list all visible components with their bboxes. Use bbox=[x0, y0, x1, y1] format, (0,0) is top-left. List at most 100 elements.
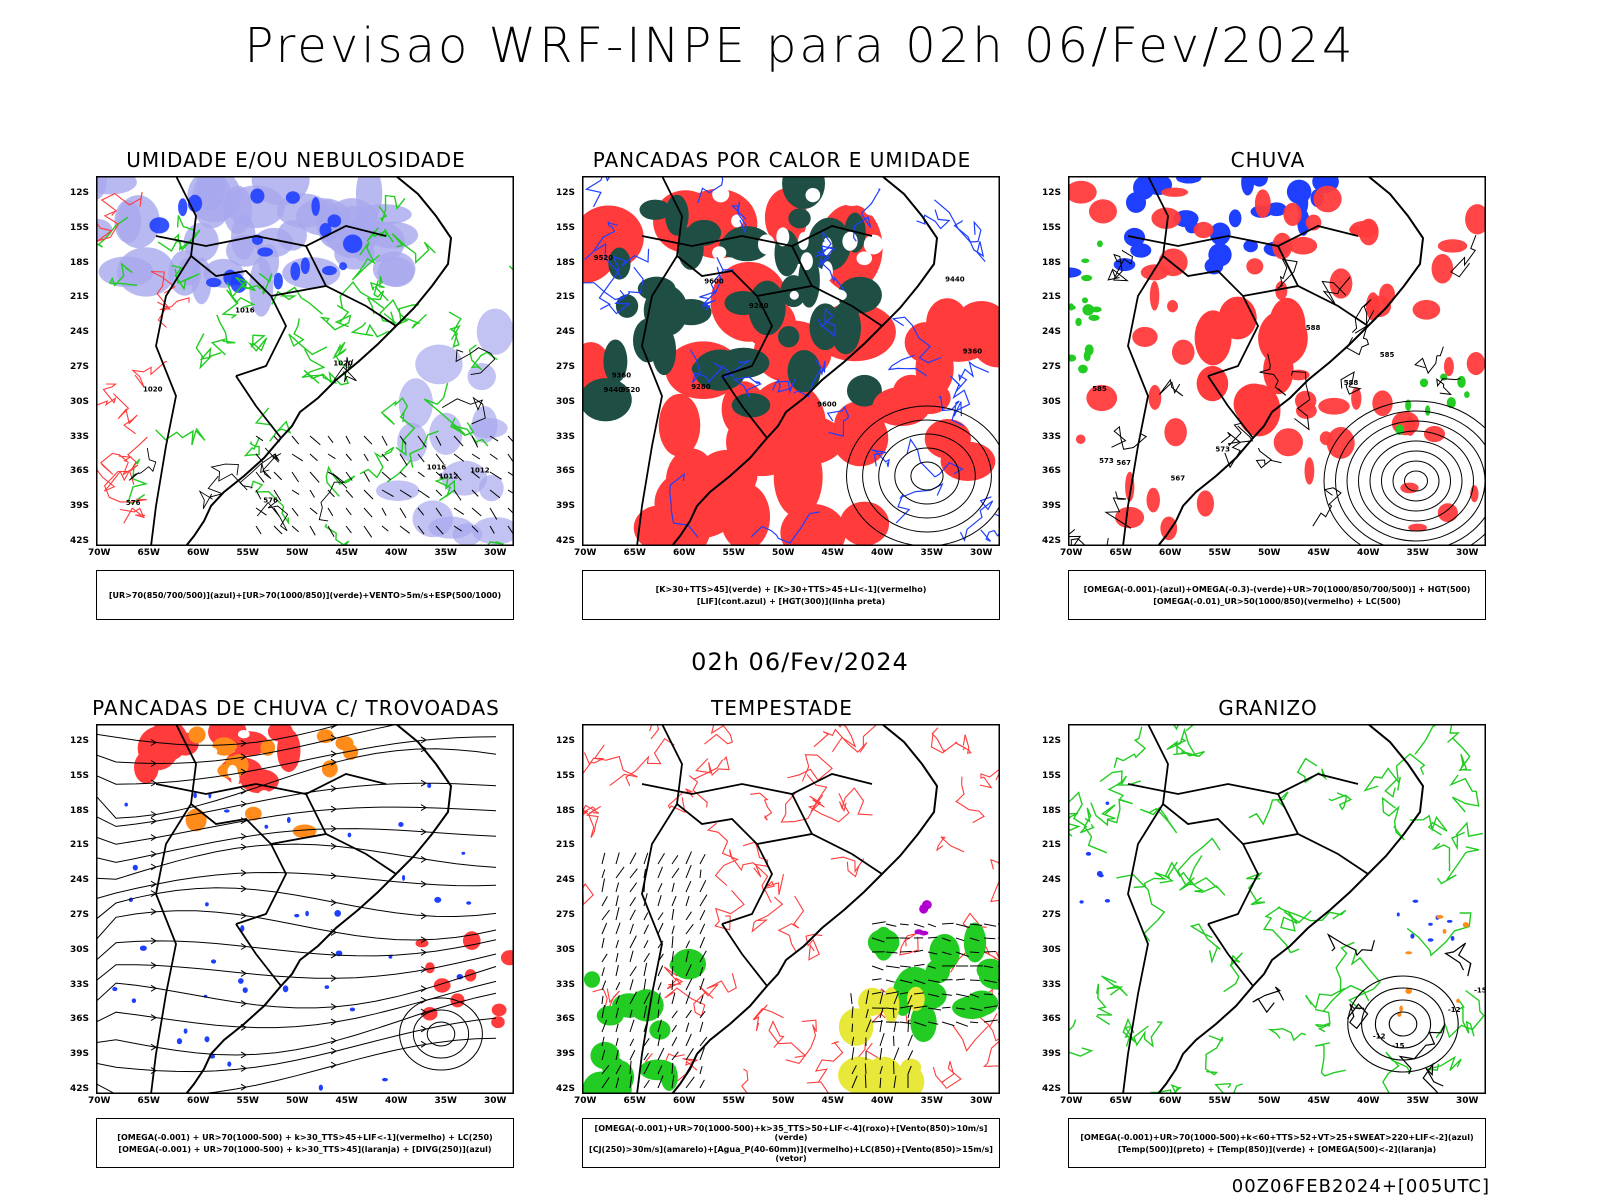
field-blob bbox=[1075, 317, 1082, 327]
lat-tick-label: 27S bbox=[556, 910, 576, 920]
field-blob bbox=[748, 280, 786, 336]
contour-label: 9360 bbox=[963, 348, 983, 356]
wind-vector bbox=[615, 952, 619, 963]
legend-line: [OMEGA(-0.001) + UR>70(1000-500) + k>30_… bbox=[118, 1144, 492, 1154]
run-timestamp: 00Z06FEB2024+[005UTC] bbox=[1231, 1176, 1490, 1197]
field-blob bbox=[434, 896, 442, 903]
wind-vector bbox=[291, 453, 304, 462]
wind-vector bbox=[629, 935, 637, 949]
country-border bbox=[1277, 793, 1299, 835]
lon-tick-label: 45W bbox=[1307, 1096, 1330, 1106]
wind-vector bbox=[671, 908, 675, 921]
wind-vector bbox=[309, 507, 318, 515]
field-blob bbox=[828, 289, 847, 302]
contour-line bbox=[100, 191, 143, 217]
contour-line bbox=[698, 973, 737, 999]
wind-vector bbox=[657, 852, 665, 865]
field-blob bbox=[250, 188, 265, 204]
field-blob bbox=[1096, 240, 1103, 248]
panel-title: PANCADAS DE CHUVA C/ TROVOADAS bbox=[92, 696, 500, 720]
panel-granizo: GRANIZO -12 -12 -15 -15 [OMEGA(-0.001)+UR>7… bbox=[1038, 696, 1498, 1196]
wind-vector bbox=[657, 882, 663, 893]
lat-tick-label: 12S bbox=[70, 736, 90, 746]
wind-vector bbox=[913, 963, 925, 967]
wind-vector bbox=[471, 489, 479, 497]
field-blob bbox=[1082, 304, 1095, 316]
contour-line bbox=[451, 422, 489, 447]
wind-vector bbox=[615, 895, 619, 907]
lat-tick-label: 15S bbox=[1042, 222, 1062, 233]
wind-vector bbox=[629, 950, 634, 963]
contour-line bbox=[96, 216, 129, 248]
wind-vector bbox=[629, 852, 637, 865]
contour-line bbox=[221, 289, 256, 319]
field-blob bbox=[906, 332, 963, 363]
streamline-arrow bbox=[240, 843, 247, 851]
contour-line bbox=[1112, 249, 1134, 282]
contour-line bbox=[155, 427, 206, 446]
wind-vector bbox=[685, 895, 690, 907]
contour-line bbox=[813, 728, 868, 753]
wind-vector bbox=[969, 937, 980, 942]
field-blob bbox=[264, 824, 269, 829]
field-blob bbox=[839, 501, 890, 546]
streamline-arrow bbox=[420, 855, 427, 863]
legend-line: [UR>70(850/700/500)](azul)+[UR>70(1000/8… bbox=[108, 590, 502, 600]
contour-line bbox=[1223, 952, 1244, 993]
field-blob bbox=[334, 910, 342, 917]
contour-line bbox=[247, 334, 268, 352]
isobar-ring bbox=[1369, 440, 1463, 522]
field-blob bbox=[342, 234, 363, 254]
streamline-arrow bbox=[240, 1064, 247, 1072]
field-blob bbox=[686, 219, 722, 246]
streamline-arrow bbox=[150, 863, 157, 871]
field-blob bbox=[1456, 998, 1460, 1003]
lat-tick-label: 36S bbox=[556, 1014, 576, 1025]
streamline-arrow bbox=[330, 899, 337, 907]
field-blob bbox=[355, 176, 383, 223]
contour-line bbox=[930, 727, 958, 754]
field-blob bbox=[1081, 297, 1089, 304]
contour-line bbox=[332, 341, 350, 370]
contour-line bbox=[351, 241, 380, 281]
contour-line bbox=[441, 396, 486, 425]
wind-vector bbox=[969, 979, 980, 981]
field-blob bbox=[612, 993, 647, 1018]
wind-vector bbox=[435, 453, 444, 465]
field-blob bbox=[1115, 506, 1145, 529]
contour-label: 9520 bbox=[621, 386, 641, 394]
contour-line bbox=[664, 987, 707, 1017]
contour-line bbox=[1398, 1025, 1445, 1075]
coastline bbox=[185, 724, 453, 1094]
streamline-arrow bbox=[150, 739, 157, 746]
country-border bbox=[1207, 923, 1254, 987]
field-blob bbox=[789, 290, 799, 300]
page-title: Previsao WRF-INPE para 02h 06/Fev/2024 bbox=[244, 18, 1356, 74]
contour-label: 588 bbox=[1306, 324, 1321, 332]
contour-line bbox=[830, 856, 865, 878]
streamline-arrow bbox=[240, 1083, 247, 1091]
field-blob bbox=[1148, 384, 1162, 410]
field-blob bbox=[1437, 503, 1458, 523]
wind-vector bbox=[865, 1008, 869, 1019]
isobar-ring bbox=[1323, 400, 1486, 546]
contour-line bbox=[582, 882, 594, 907]
wind-vector bbox=[629, 979, 634, 991]
contour-line bbox=[1083, 807, 1108, 854]
field-blob bbox=[349, 1007, 356, 1012]
field-blob bbox=[178, 198, 188, 217]
wind-vector bbox=[685, 1076, 695, 1089]
wind-vector bbox=[865, 990, 870, 1005]
streamline-arrow bbox=[330, 1003, 337, 1011]
wind-vector bbox=[685, 1009, 692, 1019]
field-blob bbox=[204, 747, 218, 757]
field-blob bbox=[1105, 801, 1110, 805]
field-blob bbox=[441, 460, 488, 496]
lat-tick-label: 18S bbox=[556, 805, 576, 816]
wind-vector bbox=[435, 471, 444, 479]
streamline-arrow bbox=[330, 1018, 337, 1026]
wind-vector bbox=[643, 952, 650, 963]
wind-vector bbox=[699, 1079, 705, 1089]
wind-vector bbox=[983, 1019, 998, 1023]
wind-vector bbox=[955, 978, 966, 981]
